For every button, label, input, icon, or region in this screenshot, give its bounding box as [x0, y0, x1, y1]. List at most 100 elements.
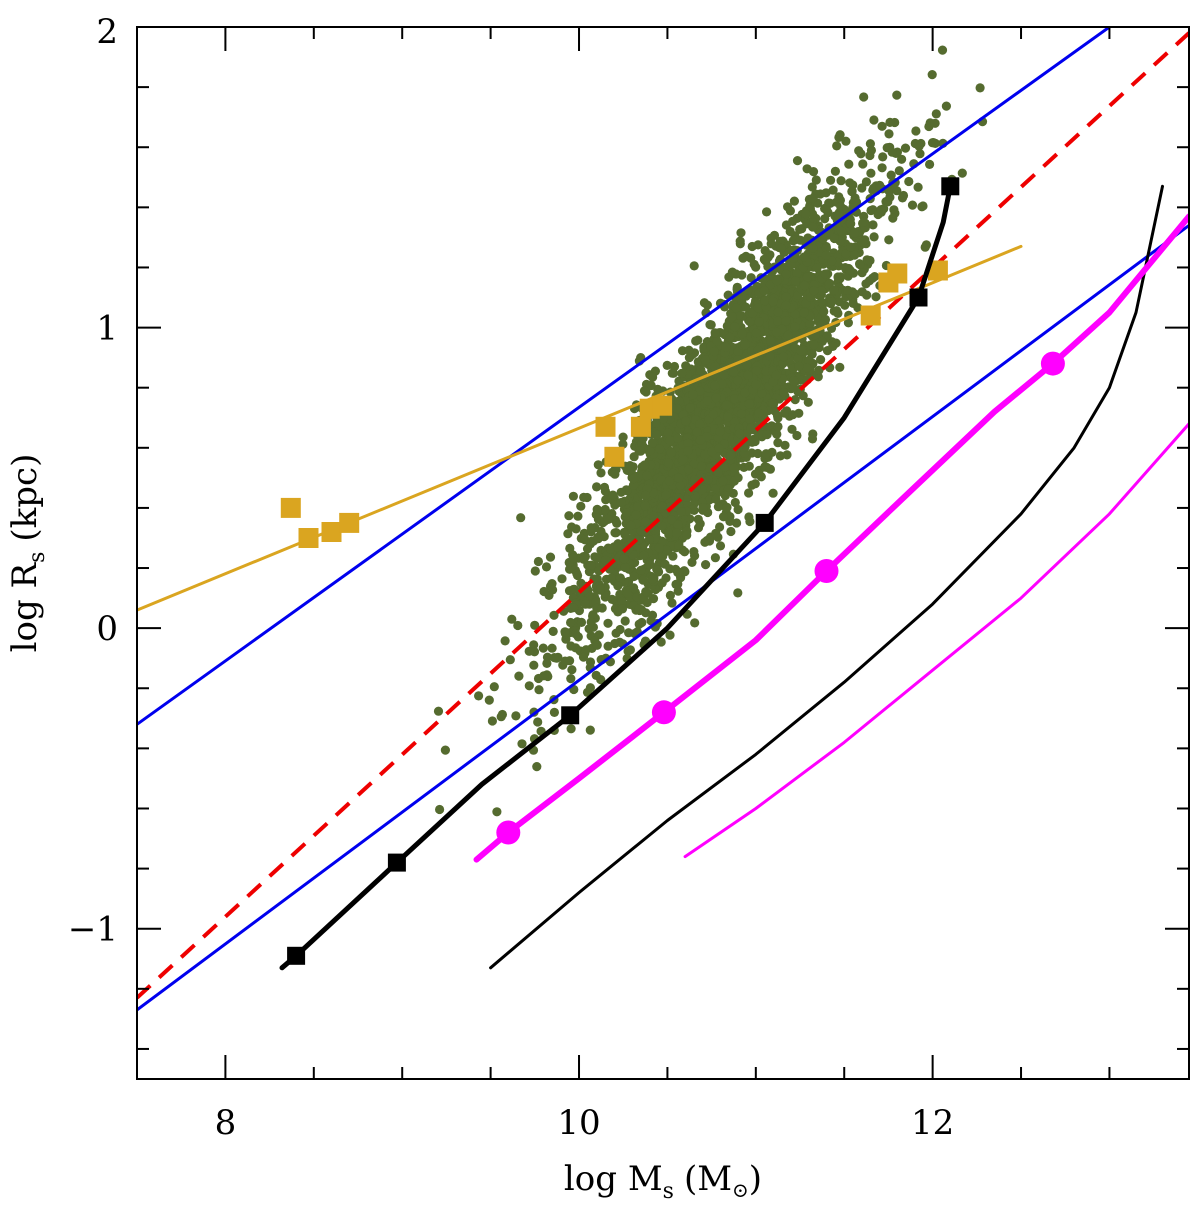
scatter-point [620, 562, 630, 573]
black-curve-marker-marker [755, 513, 774, 532]
scatter-point [591, 670, 601, 681]
gold-square-marker [860, 305, 881, 326]
scatter-point [649, 511, 659, 521]
scatter-point [586, 560, 596, 570]
scatter-point [610, 528, 620, 538]
scatter-point [725, 332, 735, 342]
scatter-point [776, 243, 786, 253]
scatter-point [533, 717, 543, 727]
scatter-point [657, 501, 667, 512]
scatter-point [745, 316, 755, 327]
scatter-point [792, 430, 802, 441]
scatter-point [765, 464, 776, 474]
scatter-point [794, 361, 804, 371]
x-tick-labels: 8 10 12 [215, 1103, 955, 1143]
scatter-point [754, 408, 764, 418]
magenta-marker-marker [496, 820, 521, 845]
y-tick-labels: −1 0 1 2 [68, 12, 118, 950]
scatter-point [734, 428, 745, 439]
scatter-point [593, 534, 603, 544]
scatter-point [783, 330, 793, 340]
scatter-point [673, 520, 683, 530]
scatter-point [705, 320, 715, 330]
scatter-point [772, 411, 783, 421]
y-axis-title: log Rs(kpc) [5, 454, 50, 653]
scatter-point [759, 286, 770, 296]
scatter-point [792, 156, 803, 166]
scatter-point [603, 618, 613, 628]
scatter-point [751, 328, 762, 338]
scatter-point [745, 414, 755, 424]
scatter-point [529, 660, 539, 670]
scatter-point [753, 240, 763, 250]
scatter-point [511, 711, 521, 721]
scatter-point [675, 480, 686, 490]
scatter-point [836, 176, 846, 186]
scatter-point [760, 246, 770, 256]
scatter-point [789, 376, 799, 386]
scatter-point [841, 249, 851, 259]
scatter-point [727, 312, 737, 322]
scatter-point [859, 217, 869, 227]
scatter-point [628, 474, 639, 484]
scatter-point [617, 604, 628, 614]
scatter-point [778, 359, 788, 369]
scatter-point [721, 342, 731, 352]
black-thin-curve [489, 184, 1164, 970]
scatter-point [566, 724, 576, 734]
scatter-point [634, 604, 644, 614]
scatter-point [710, 381, 720, 391]
x-tick-label: 8 [215, 1103, 237, 1143]
scatter-point [435, 804, 445, 815]
scatter-point [711, 484, 721, 494]
scatter-point [773, 438, 783, 448]
scatter-point [709, 346, 719, 357]
scatter-point [640, 460, 650, 470]
scatter-point [603, 641, 613, 651]
scatter-point [821, 243, 832, 253]
scatter-point [530, 620, 540, 630]
scatter-point [913, 182, 923, 192]
scatter-point [596, 468, 606, 478]
scatter-point [816, 297, 826, 307]
scatter-point [624, 628, 634, 638]
scatter-point [547, 643, 557, 653]
scatter-point [592, 553, 602, 563]
scatter-point [586, 617, 596, 627]
scatter-point [626, 520, 636, 531]
scatter-point [762, 422, 772, 432]
scatter-point [736, 228, 746, 238]
scatter-point [726, 450, 736, 460]
scatter-point [843, 285, 853, 295]
scatter-point [714, 443, 724, 453]
scatter-point [656, 637, 666, 647]
scatter-point [802, 164, 812, 174]
scatter-point [603, 514, 613, 525]
scatter-point [744, 461, 754, 471]
scatter-point [746, 423, 756, 433]
scatter-point [744, 488, 754, 498]
scatter-point [646, 380, 656, 391]
scatter-point [618, 432, 628, 442]
black-curve-marker-marker [387, 853, 406, 872]
scatter-point [621, 508, 632, 518]
scatter-point [710, 328, 720, 338]
scatter-point [581, 645, 591, 655]
scatter-point [857, 183, 867, 193]
black-curve-marker-marker [909, 288, 928, 307]
scatter-point [701, 560, 711, 570]
scatter-point [930, 118, 940, 128]
scatter-point [549, 610, 559, 620]
scatter-point [640, 490, 651, 500]
scatter-point [657, 536, 667, 546]
y-tick-label: −1 [68, 910, 118, 950]
scatter-point [848, 298, 858, 308]
scatter-point [829, 233, 840, 244]
scatter-point [700, 450, 710, 460]
scatter-point [792, 268, 802, 278]
scatter-point [665, 590, 676, 601]
scatter-point [795, 235, 806, 245]
scatter-point [846, 242, 856, 252]
scatter-point [593, 460, 603, 470]
scatter-point [585, 683, 596, 693]
